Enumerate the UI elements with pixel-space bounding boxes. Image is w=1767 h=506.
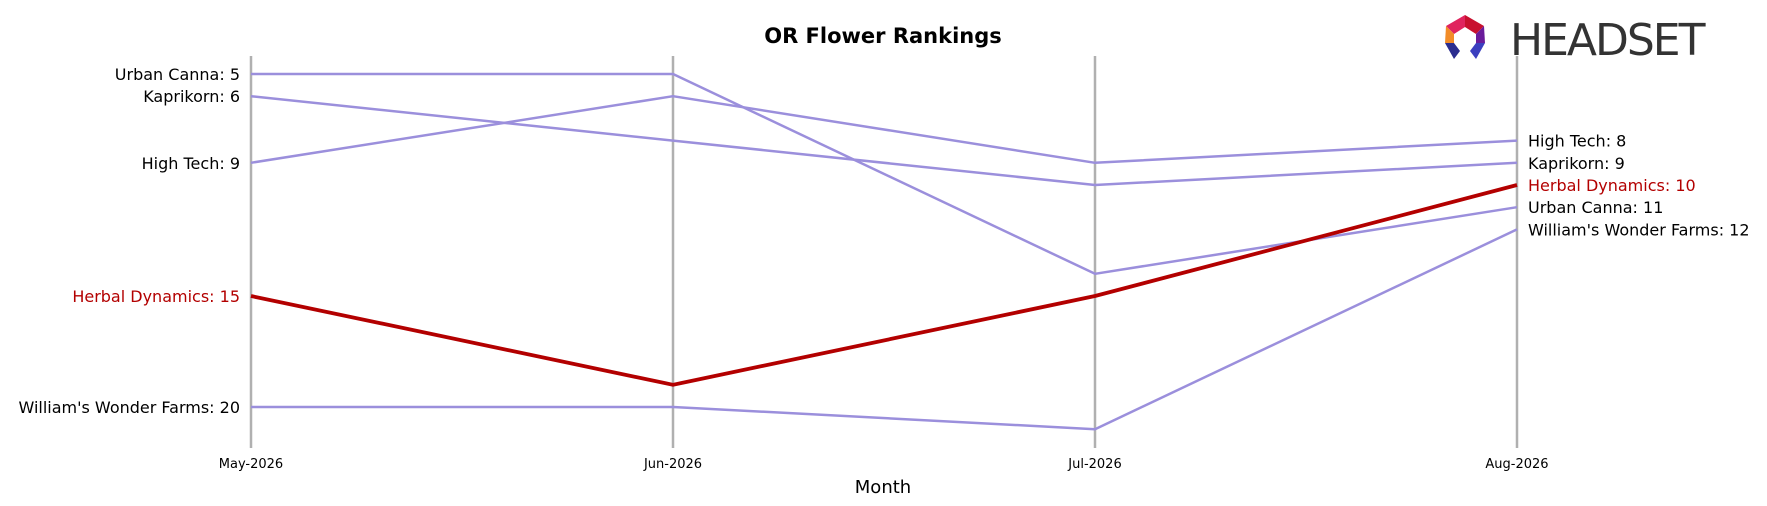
left-rank-label: Kaprikorn: 6: [143, 87, 240, 106]
x-tick-label: Aug-2026: [1485, 457, 1548, 472]
left-rank-label: Herbal Dynamics: 15: [72, 287, 240, 306]
series-lines: [250, 72, 1518, 431]
series-line-william-s-wonder-farms: [251, 228, 1518, 431]
month-axes: [249, 56, 1519, 448]
series-line-high-tech: [250, 94, 1518, 165]
x-tick-label: Jul-2026: [1067, 457, 1121, 472]
chart-title: OR Flower Rankings: [764, 24, 1002, 48]
right-rank-label: Herbal Dynamics: 10: [1528, 176, 1696, 195]
x-tick-label: May-2026: [219, 457, 283, 472]
rank-labels: Urban Canna: 5 Kaprikorn: 6 High Tech: 9 He…: [18, 65, 1749, 417]
series-line-herbal-dynamics: [250, 183, 1518, 387]
headset-logo: HEADSET: [1445, 15, 1708, 66]
right-rank-label: William's Wonder Farms: 12: [1528, 220, 1750, 239]
right-rank-label: High Tech: 8: [1528, 132, 1626, 151]
headset-logo-text: HEADSET: [1510, 15, 1706, 66]
headset-logo-mark: [1445, 15, 1485, 59]
right-rank-label: Urban Canna: 11: [1528, 198, 1663, 217]
x-tick-labels: May-2026 Jun-2026 Jul-2026 Aug-2026: [219, 457, 1549, 472]
x-tick-label: Jun-2026: [643, 457, 702, 472]
right-rank-label: Kaprikorn: 9: [1528, 154, 1625, 173]
series-line-kaprikorn: [250, 94, 1518, 187]
x-axis-label: Month: [855, 477, 911, 498]
left-rank-label: High Tech: 9: [142, 154, 240, 173]
left-rank-label: William's Wonder Farms: 20: [18, 398, 240, 417]
left-rank-label: Urban Canna: 5: [115, 65, 240, 84]
